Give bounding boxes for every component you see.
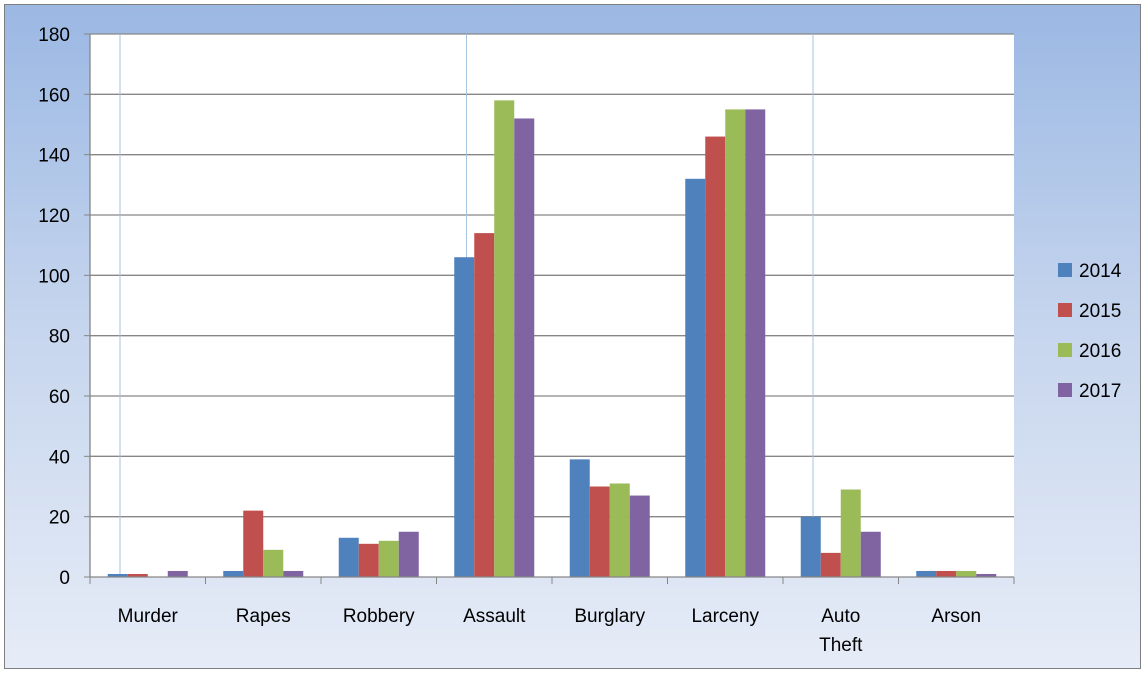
bar-2017-2 — [398, 531, 419, 577]
bar-2014-1 — [223, 570, 244, 577]
bar-2015-4 — [589, 486, 610, 577]
y-tick-label: 60 — [49, 387, 70, 408]
bar-2017-7 — [976, 573, 997, 577]
y-tick-label: 100 — [38, 266, 70, 287]
bar-2017-0 — [167, 570, 188, 577]
bar-2015-6 — [820, 552, 841, 577]
legend-swatch-2015 — [1058, 303, 1072, 317]
bar-2015-1 — [243, 510, 264, 577]
bar-2016-1 — [263, 549, 284, 577]
y-tick-label: 80 — [49, 327, 70, 348]
y-tick-label: 20 — [49, 508, 70, 529]
x-tick-label: Auto Theft — [819, 606, 863, 656]
bar-2015-0 — [127, 573, 148, 577]
x-tick-labels: Murder Rapes Robbery Assault Burglary Larceny… — [118, 606, 981, 656]
bar-2014-3 — [454, 257, 475, 577]
bar-2017-1 — [283, 570, 304, 577]
bar-2016-6 — [840, 489, 861, 577]
x-tick-label: Murder — [118, 606, 179, 627]
bar-2014-4 — [569, 459, 590, 577]
bar-2014-5 — [685, 178, 706, 578]
y-tick-label: 40 — [49, 447, 70, 468]
legend-swatch-2017 — [1058, 383, 1072, 397]
bars — [107, 100, 997, 578]
bar-2016-5 — [725, 109, 746, 578]
x-tick-label: Robbery — [343, 606, 415, 627]
bar-2017-5 — [745, 109, 766, 578]
legend-swatch-2016 — [1058, 343, 1072, 357]
bar-2015-2 — [358, 543, 379, 577]
legend-label-2016: 2016 — [1079, 341, 1121, 362]
x-tick-label: Larceny — [691, 606, 759, 627]
bar-2014-6 — [800, 516, 821, 577]
bar-2016-2 — [378, 540, 399, 577]
bar-2014-0 — [107, 573, 128, 577]
bar-2014-2 — [338, 537, 359, 577]
x-tick-label: Assault — [463, 606, 526, 627]
x-tick-label: Arson — [931, 606, 981, 627]
bar-2016-3 — [494, 100, 515, 577]
axes — [89, 34, 1015, 584]
y-tick-label: 180 — [38, 25, 70, 46]
bar-2017-6 — [860, 531, 881, 577]
bar-2016-4 — [609, 483, 630, 577]
plot-area — [90, 34, 1014, 577]
legend-label-2017: 2017 — [1079, 381, 1121, 402]
bar-2015-3 — [474, 233, 495, 577]
legend-label-2015: 2015 — [1079, 301, 1121, 322]
x-tick-label: Burglary — [574, 606, 645, 627]
y-tick-label: 120 — [38, 206, 70, 227]
legend: 2014 2015 2016 2017 — [1058, 261, 1122, 402]
bar-2017-4 — [629, 495, 650, 577]
bar-2014-7 — [916, 570, 937, 577]
bar-2017-3 — [514, 118, 535, 577]
y-tick-label: 0 — [59, 568, 70, 589]
bar-2015-5 — [705, 136, 726, 578]
y-tick-labels: 0 20 40 60 80 100 120 140 160 180 — [38, 25, 70, 589]
bar-2015-7 — [936, 570, 957, 577]
x-tick-label: Rapes — [236, 606, 291, 627]
y-tick-label: 160 — [38, 85, 70, 106]
legend-swatch-2014 — [1058, 263, 1072, 277]
bar-2016-7 — [956, 570, 977, 577]
legend-label-2014: 2014 — [1079, 261, 1122, 282]
y-tick-label: 140 — [38, 146, 70, 167]
